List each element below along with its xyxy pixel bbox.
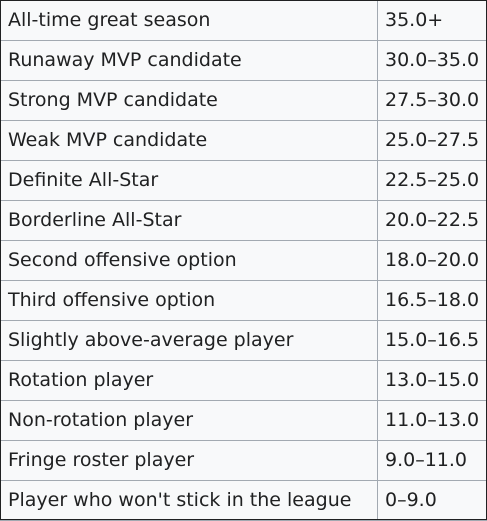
table-row: Second offensive option 18.0–20.0 [1,241,487,281]
table-row: Third offensive option 16.5–18.0 [1,281,487,321]
range-cell: 22.5–25.0 [378,161,487,201]
table-row: Borderline All-Star 20.0–22.5 [1,201,487,241]
table-row: Player who won't stick in the league 0–9… [1,481,487,521]
range-cell: 0–9.0 [378,481,487,521]
tier-cell: Second offensive option [1,241,378,281]
tier-cell: Slightly above-average player [1,321,378,361]
range-cell: 30.0–35.0 [378,41,487,81]
table-row: Runaway MVP candidate 30.0–35.0 [1,41,487,81]
tier-cell: Runaway MVP candidate [1,41,378,81]
range-cell: 35.0+ [378,1,487,41]
range-cell: 18.0–20.0 [378,241,487,281]
range-cell: 11.0–13.0 [378,401,487,441]
range-cell: 27.5–30.0 [378,81,487,121]
range-cell: 25.0–27.5 [378,121,487,161]
table-row: Non-rotation player 11.0–13.0 [1,401,487,441]
tier-cell: Fringe roster player [1,441,378,481]
tier-cell: Definite All-Star [1,161,378,201]
tier-cell: All-time great season [1,1,378,41]
table-row: Fringe roster player 9.0–11.0 [1,441,487,481]
range-cell: 15.0–16.5 [378,321,487,361]
tier-cell: Third offensive option [1,281,378,321]
table-row: Definite All-Star 22.5–25.0 [1,161,487,201]
table-row: All-time great season 35.0+ [1,1,487,41]
tier-cell: Player who won't stick in the league [1,481,378,521]
table-row: Strong MVP candidate 27.5–30.0 [1,81,487,121]
tier-cell: Non-rotation player [1,401,378,441]
tier-cell: Borderline All-Star [1,201,378,241]
table-row: Slightly above-average player 15.0–16.5 [1,321,487,361]
tier-cell: Rotation player [1,361,378,401]
range-cell: 16.5–18.0 [378,281,487,321]
table-row: Rotation player 13.0–15.0 [1,361,487,401]
range-cell: 20.0–22.5 [378,201,487,241]
table-row: Weak MVP candidate 25.0–27.5 [1,121,487,161]
range-cell: 13.0–15.0 [378,361,487,401]
range-cell: 9.0–11.0 [378,441,487,481]
tier-cell: Strong MVP candidate [1,81,378,121]
tier-cell: Weak MVP candidate [1,121,378,161]
